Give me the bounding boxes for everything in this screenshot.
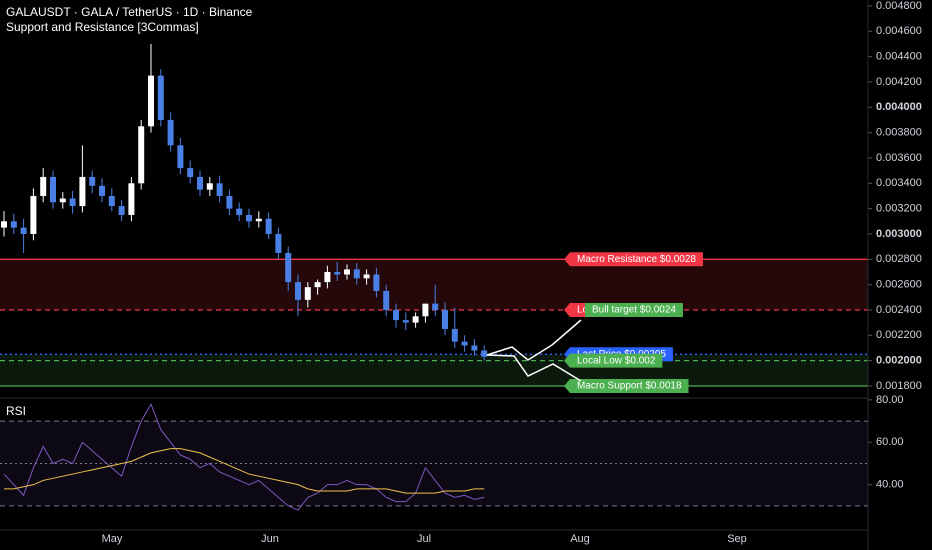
candle-body [471, 345, 478, 351]
label-box [564, 378, 689, 393]
y-tick-label: 0.003800 [876, 127, 922, 139]
candle-body [314, 282, 321, 288]
y-tick-label: 0.002800 [876, 253, 922, 265]
candle-body [226, 195, 233, 209]
label-box [585, 302, 683, 317]
candle-body [412, 316, 419, 323]
candle-body [461, 341, 468, 346]
candle-body [442, 309, 448, 329]
candle-body [177, 145, 184, 169]
x-tick-label: Aug [570, 533, 590, 545]
chart-title: GALAUSDT · GALA / TetherUS · 1D · Binanc… [6, 5, 253, 19]
candle-body [402, 320, 409, 323]
candle-body [432, 303, 439, 310]
price-label: Macro Support $0.0018 [564, 378, 689, 393]
y-tick-label: 0.003400 [876, 177, 922, 189]
candle-body [167, 119, 174, 146]
candle-body [216, 183, 223, 196]
y-tick-label: 0.002400 [876, 304, 922, 316]
indicator-name: Support and Resistance [3Commas] [6, 20, 199, 34]
label-text: Local Low $0.002 [577, 355, 656, 366]
bear-projection [486, 354, 582, 382]
candle-body [373, 274, 380, 291]
candle-body [334, 271, 341, 275]
candle-body [157, 75, 164, 120]
x-tick-label: May [102, 533, 123, 545]
candle-body [50, 176, 56, 203]
candle-body [255, 218, 262, 222]
rsi-line [4, 448, 485, 494]
y-tick-label: 0.002200 [876, 329, 922, 341]
candle-body [69, 198, 76, 207]
y-tick-label: 40.00 [876, 479, 904, 491]
candle-body [285, 252, 292, 283]
candle-body [344, 269, 350, 275]
candle-body [206, 183, 213, 190]
candle-body [304, 287, 311, 300]
y-tick-label: 0.003000 [876, 228, 922, 240]
candle-body [128, 183, 135, 215]
candle-body [236, 208, 243, 215]
candle-body [246, 214, 252, 222]
bull-projection [486, 319, 582, 361]
price-label: Macro Resistance $0.0028 [564, 252, 703, 267]
candle-body [108, 195, 115, 207]
candle-body [295, 282, 301, 300]
y-tick-label: 0.001800 [876, 380, 922, 392]
candle-body [324, 271, 331, 283]
y-tick-label: 0.003600 [876, 152, 922, 164]
label-box [564, 353, 663, 368]
candle-body [118, 206, 125, 215]
zone [0, 354, 868, 386]
rsi-line [3, 402, 485, 511]
y-tick-label: 0.003200 [876, 203, 922, 215]
y-tick-label: 0.002000 [876, 355, 922, 367]
y-tick-label: 80.00 [876, 394, 904, 406]
candle-body [383, 290, 390, 310]
label-box [564, 252, 703, 267]
price-label: Local Low $0.002 [564, 353, 663, 368]
candle-body [393, 309, 399, 321]
rsi-title: RSI [6, 404, 26, 418]
candle-body [197, 176, 203, 190]
candle-body [353, 269, 360, 279]
candle-body [79, 176, 86, 207]
y-tick-label: 60.00 [876, 436, 904, 448]
y-tick-label: 0.004600 [876, 25, 922, 37]
x-tick-label: Jun [261, 533, 279, 545]
x-tick-label: Jul [417, 533, 431, 545]
y-tick-label: 0.004000 [876, 101, 922, 113]
zone [0, 259, 868, 310]
label-text: Bull target $0.0024 [592, 305, 676, 316]
candle-body [451, 328, 458, 342]
candle-body [40, 176, 47, 196]
candle-body [99, 185, 105, 196]
candle-body [363, 274, 370, 279]
x-tick-label: Sep [727, 533, 747, 545]
candle-body [59, 198, 66, 203]
candle-body [481, 350, 488, 357]
candle-body [89, 176, 96, 186]
y-tick-label: 0.004800 [876, 0, 922, 12]
candle-body [422, 303, 429, 317]
candle-body [30, 195, 37, 234]
candle-body [275, 233, 282, 253]
y-tick-label: 0.004400 [876, 51, 922, 63]
label-text: Macro Support $0.0018 [577, 381, 682, 392]
candle-body [138, 126, 145, 184]
candle-body [148, 75, 154, 127]
price-label: Bull target $0.0024 [585, 302, 683, 317]
candle-body [10, 221, 17, 228]
label-text: Macro Resistance $0.0028 [577, 254, 696, 265]
candle-body [187, 168, 194, 177]
y-tick-label: 0.002600 [876, 279, 922, 291]
candle-body [265, 218, 272, 234]
rsi-band [0, 421, 868, 506]
candle-body [20, 227, 27, 234]
y-tick-label: 0.004200 [876, 76, 922, 88]
candle-body [1, 221, 7, 228]
